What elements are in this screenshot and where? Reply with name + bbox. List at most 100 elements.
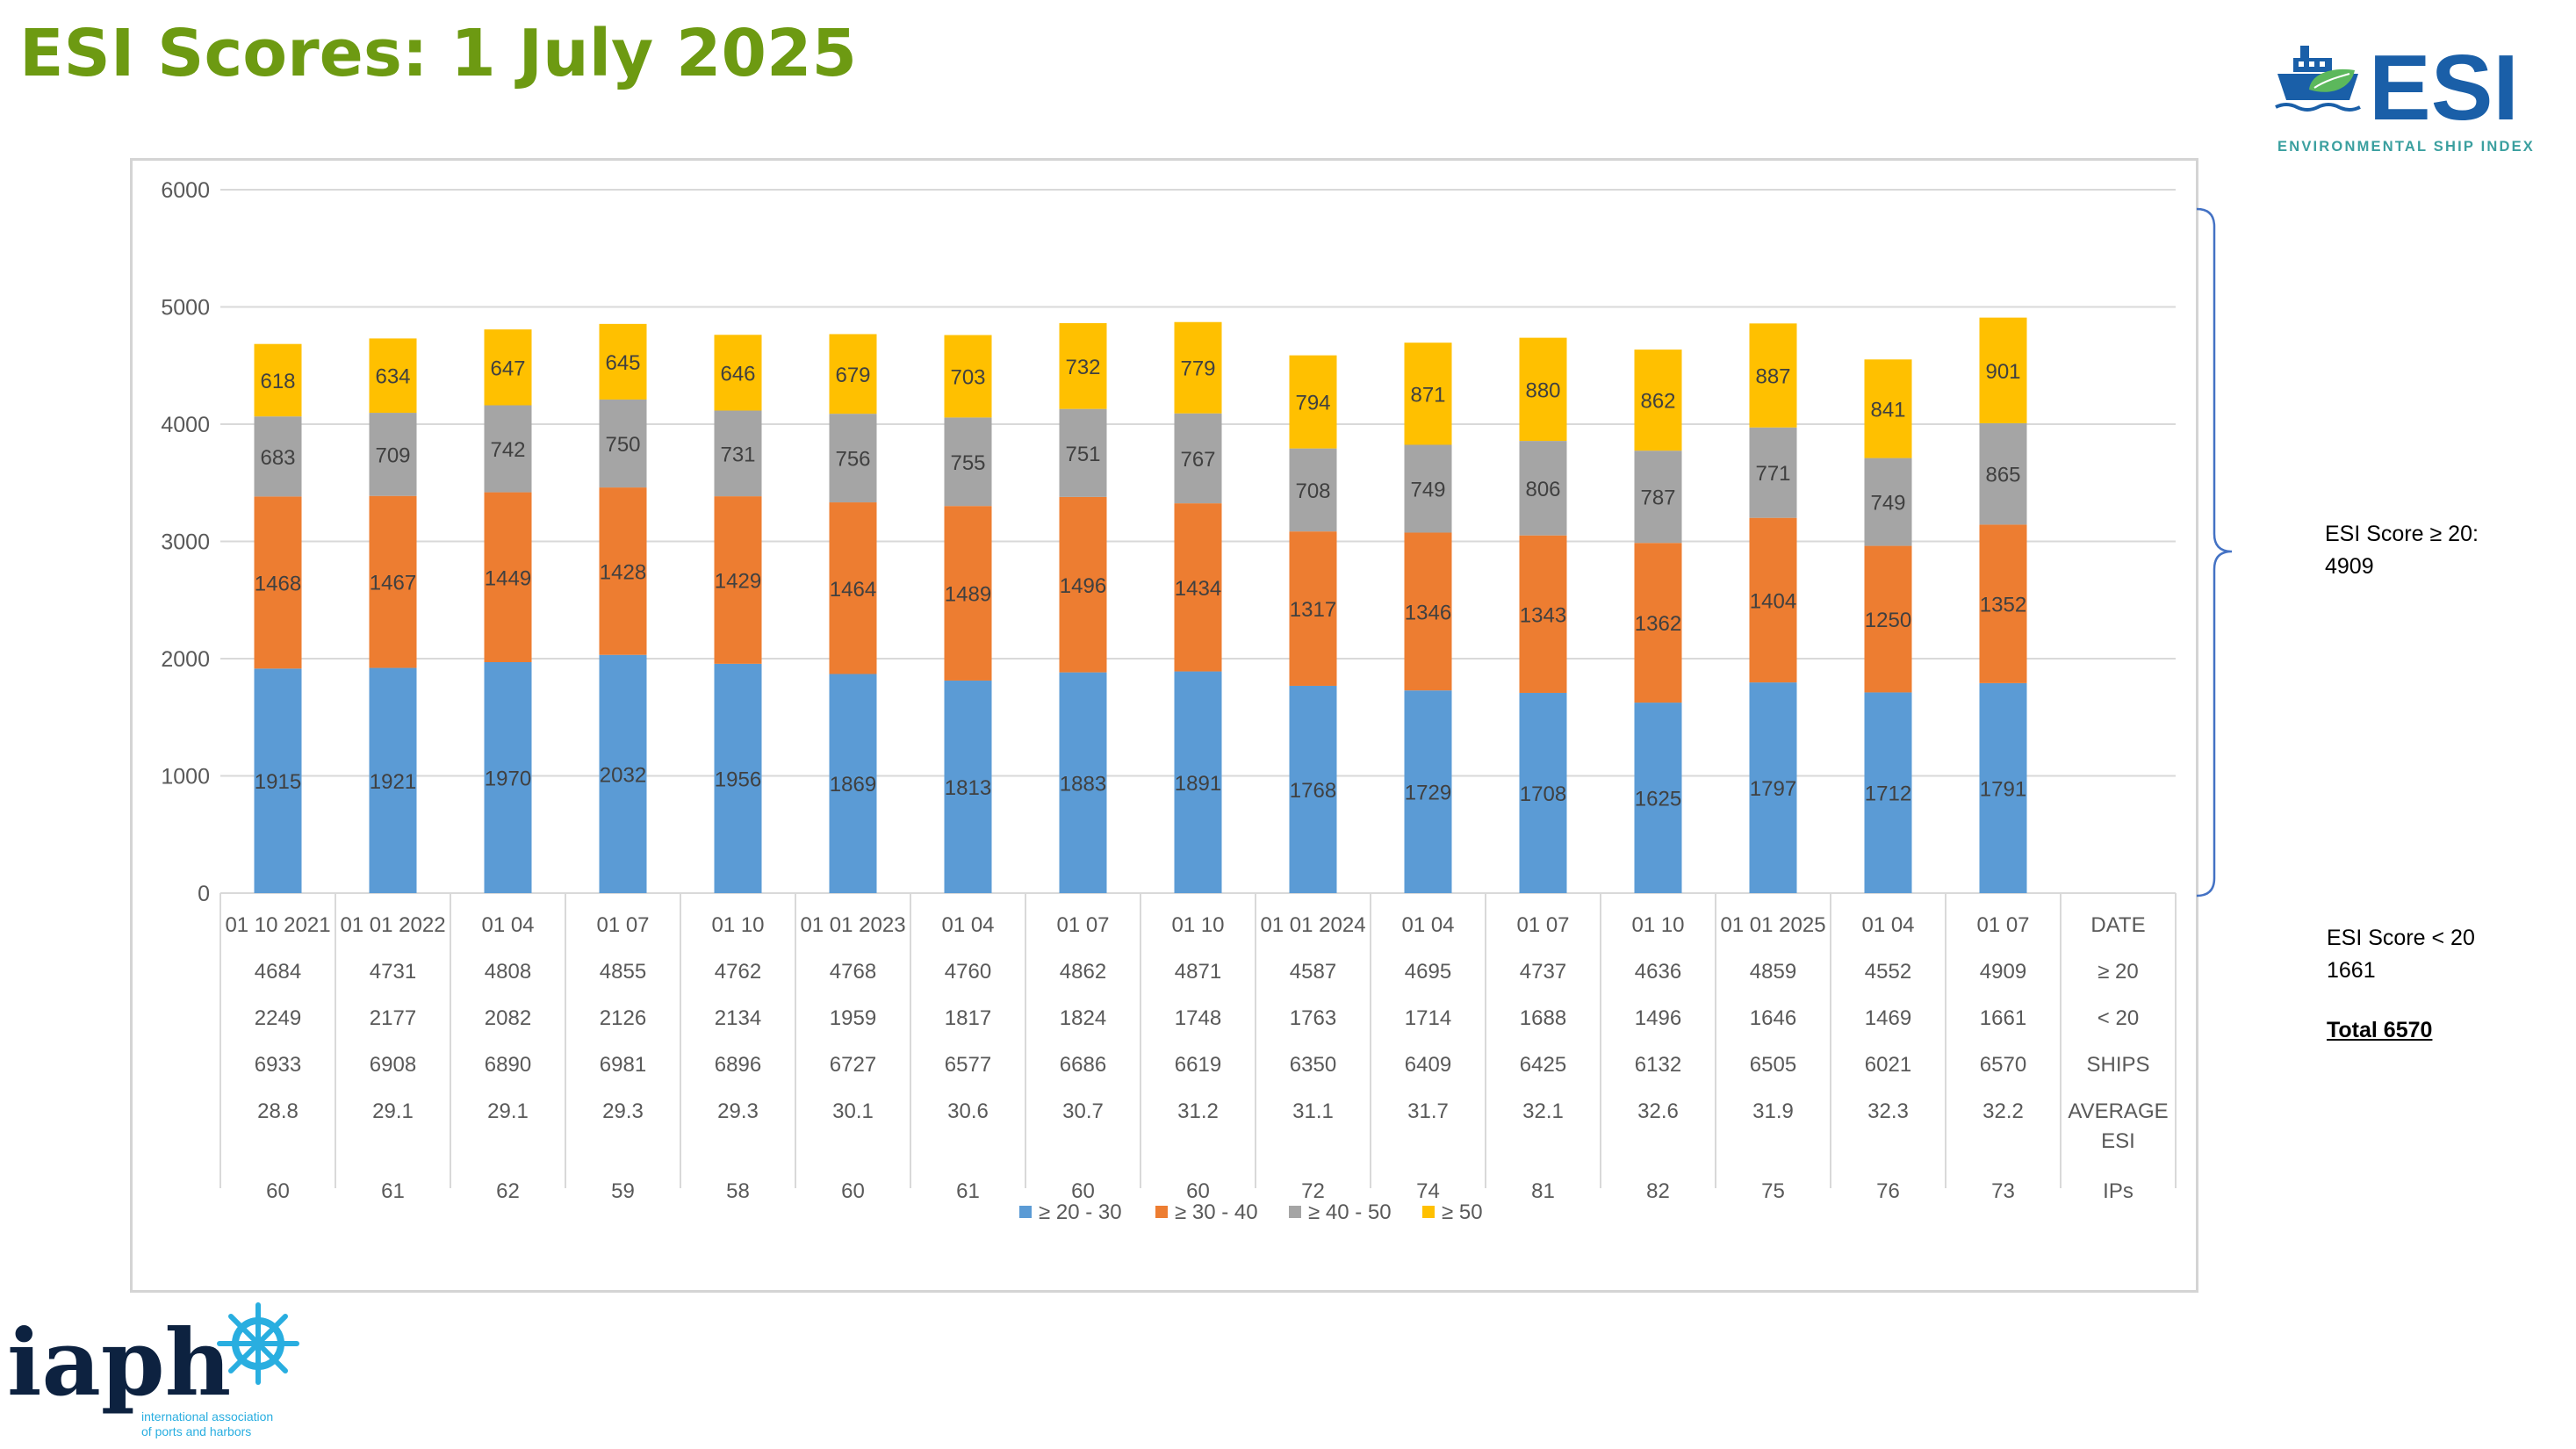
table-cell: 6619	[1175, 1053, 1221, 1077]
bar-segment	[1174, 321, 1222, 414]
data-label: 618	[260, 370, 295, 393]
bar-segment	[1519, 337, 1567, 442]
category-label: 01 04	[1861, 913, 1914, 937]
data-label: 901	[1985, 360, 2020, 384]
table-cell: 1959	[830, 1006, 876, 1030]
bar-segment	[1634, 350, 1682, 451]
table-cell: 73	[1991, 1179, 2015, 1203]
table-cell: 62	[496, 1179, 520, 1203]
bar-segment	[369, 338, 417, 414]
bar-segment	[1174, 413, 1222, 504]
table-cell: 76	[1876, 1179, 1900, 1203]
note-lt20-value: 1661	[2327, 958, 2376, 983]
data-label: 841	[1870, 398, 1905, 422]
data-label: 1956	[715, 768, 761, 791]
bar-segment	[944, 335, 992, 418]
data-label: 1352	[1980, 594, 2026, 617]
ship-icon	[2275, 46, 2361, 112]
table-cell: 1763	[1290, 1006, 1336, 1030]
data-label: 806	[1525, 478, 1560, 501]
data-label: 1429	[715, 569, 761, 593]
bar-segment	[599, 323, 647, 400]
table-cell: 74	[1416, 1179, 1440, 1203]
category-label: 01 01 2024	[1260, 913, 1365, 937]
table-cell: 60	[841, 1179, 865, 1203]
bar-segment	[369, 667, 417, 893]
ships-wheel-icon	[217, 1302, 299, 1385]
y-tick-label: 4000	[161, 413, 210, 437]
legend-entry: ≥ 40 - 50	[1308, 1200, 1392, 1224]
data-label: 1404	[1750, 589, 1796, 613]
data-label: 871	[1410, 383, 1445, 407]
data-label: 862	[1640, 390, 1675, 414]
legend-swatch	[1019, 1206, 1032, 1218]
table-cell: 4695	[1405, 960, 1451, 984]
table-cell: 29.3	[602, 1099, 644, 1123]
category-label: 01 07	[1516, 913, 1569, 937]
note-ge20-label: ESI Score ≥ 20:	[2325, 522, 2479, 546]
chart-frame: 0 1000 2000 3000 4000 5000 6000 1915 1468 683 618 1…	[130, 158, 2198, 1293]
bar-segment	[1289, 531, 1337, 686]
table-row-label: ESI	[2101, 1129, 2135, 1153]
data-label: 1343	[1520, 603, 1566, 627]
data-label: 1428	[600, 560, 646, 584]
data-label: 1250	[1865, 609, 1911, 632]
bar-segment	[1749, 682, 1797, 893]
y-tick-label: 6000	[161, 178, 210, 203]
data-label: 755	[950, 451, 985, 475]
bar-segment	[1864, 458, 1912, 546]
data-label: 1921	[370, 770, 416, 794]
data-label: 1346	[1405, 601, 1451, 624]
bar-segment	[1059, 672, 1107, 893]
table-cell: 60	[266, 1179, 290, 1203]
table-cell: 6570	[1980, 1053, 2026, 1077]
y-tick-label: 3000	[161, 530, 210, 555]
bar-segment	[1404, 342, 1452, 445]
data-label: 679	[835, 364, 870, 387]
category-label: 01 01 2023	[800, 913, 905, 937]
bar-segment	[1519, 441, 1567, 536]
bar-segment	[1979, 422, 2027, 525]
data-label: 1891	[1175, 772, 1221, 796]
bar-segment	[254, 416, 302, 497]
table-cell: 61	[956, 1179, 980, 1203]
bar-segment	[829, 414, 877, 503]
table-cell: 30.6	[947, 1099, 989, 1123]
bar-segment	[484, 662, 532, 893]
data-label: 794	[1295, 392, 1330, 415]
table-cell: 1748	[1175, 1006, 1221, 1030]
data-label: 1729	[1405, 782, 1451, 805]
table-cell: 1646	[1750, 1006, 1796, 1030]
y-tick-label: 0	[198, 882, 210, 906]
bar-segment	[599, 399, 647, 488]
data-label: 1317	[1290, 598, 1336, 622]
table-cell: 4808	[485, 960, 531, 984]
data-label: 1708	[1520, 782, 1566, 806]
data-label: 1496	[1060, 574, 1106, 598]
note-ge20-value: 4909	[2325, 554, 2374, 579]
table-cell: 29.1	[372, 1099, 414, 1123]
bar-segment	[484, 329, 532, 406]
table-cell: 2177	[370, 1006, 416, 1030]
bar-segment	[1749, 323, 1797, 428]
table-cell: 6425	[1520, 1053, 1566, 1077]
bar-segment	[1864, 545, 1912, 693]
bar-segment	[829, 334, 877, 415]
category-label: 01 04	[1401, 913, 1454, 937]
data-label: 1883	[1060, 772, 1106, 796]
data-label: 2032	[600, 763, 646, 787]
table-cell: 1688	[1520, 1006, 1566, 1030]
bracket-shape	[2196, 207, 2233, 898]
y-tick-label: 2000	[161, 647, 210, 672]
table-cell: 4731	[370, 960, 416, 984]
bar-segment	[1289, 448, 1337, 532]
bar-segment	[369, 413, 417, 496]
data-label: 1791	[1980, 777, 2026, 801]
category-label: 01 07	[1976, 913, 2029, 937]
table-cell: 58	[726, 1179, 750, 1203]
bar-segment	[1174, 503, 1222, 672]
esi-tagline: ENVIRONMENTAL SHIP INDEX	[2277, 139, 2535, 155]
table-row-label: IPs	[2103, 1179, 2133, 1203]
table-cell: 31.2	[1177, 1099, 1219, 1123]
category-label: 01 10	[1171, 913, 1224, 937]
